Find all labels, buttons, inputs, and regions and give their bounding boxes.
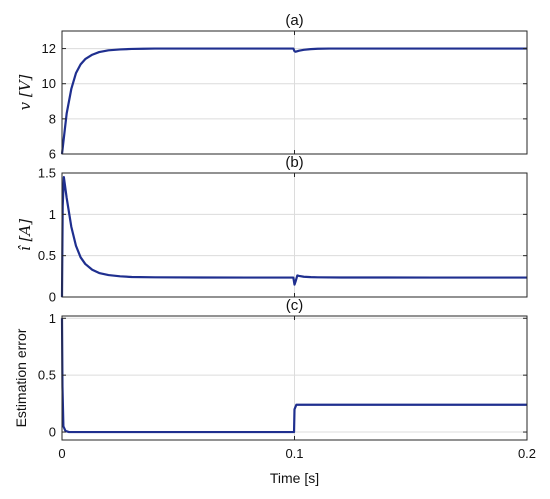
series-line (60, 318, 527, 434)
y-tick-label: 0 (49, 425, 56, 440)
y-tick-label: 10 (42, 76, 56, 91)
panel-title: (c) (286, 297, 304, 314)
y-tick-label: 0.5 (38, 368, 56, 383)
y-tick-label: 0 (49, 290, 56, 305)
y-axis-label: v [V] (16, 74, 34, 110)
x-tick-label: 0 (58, 446, 65, 461)
panel-title: (b) (285, 154, 303, 171)
y-tick-label: 1 (49, 311, 56, 326)
y-tick-label: 8 (49, 111, 56, 126)
x-tick-label: 0.2 (518, 446, 536, 461)
panel-a: 6 8 10 12 (a) v [V] (16, 12, 528, 162)
panel-c: 0 0.5 1 0 0.1 0.2 (c) Estimation error Time [s] (13, 297, 536, 486)
series-line (60, 176, 527, 298)
y-axis-label: î [A] (16, 219, 34, 251)
y-tick-label: 1.5 (38, 166, 56, 181)
y-tick-label: 0.5 (38, 248, 56, 263)
panel-title: (a) (285, 12, 303, 29)
y-tick-label: 1 (49, 207, 56, 222)
x-tick-label: 0.1 (285, 446, 303, 461)
panel-b: 0 0.5 1 1.5 (b) î [A] (16, 154, 528, 305)
y-axis-label: Estimation error (13, 328, 29, 427)
x-axis-label: Time [s] (270, 470, 319, 486)
y-tick-label: 12 (42, 41, 56, 56)
series-line (60, 47, 527, 155)
y-tick-label: 6 (49, 147, 56, 162)
